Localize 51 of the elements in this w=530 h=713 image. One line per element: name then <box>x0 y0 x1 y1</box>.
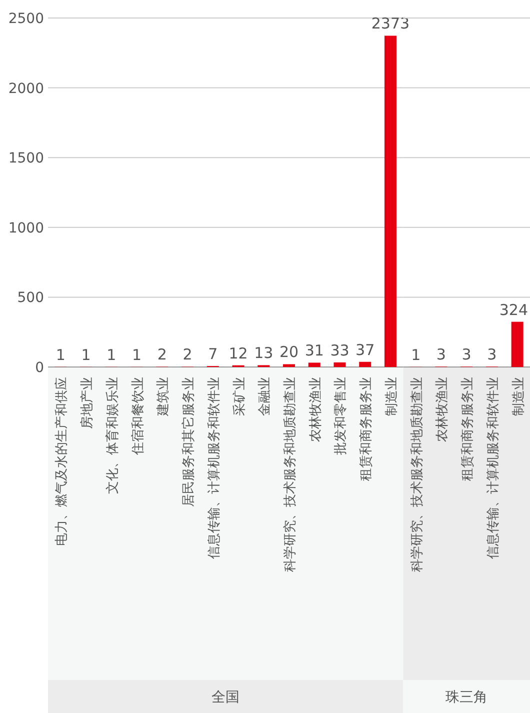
data-label: 1 <box>411 346 421 364</box>
x-tick-label: 房地产业 <box>79 377 96 429</box>
x-tick-label: 信息传输、计算机服务和软件业 <box>486 377 501 559</box>
x-tick-label: 制造业 <box>511 377 526 416</box>
x-tick-label: 文化、体育和娱乐业 <box>104 377 120 494</box>
x-tick-label: 租赁和商务服务业 <box>359 377 374 481</box>
data-label: 7 <box>208 345 218 364</box>
data-label: 12 <box>228 344 248 362</box>
x-tick-label: 金融业 <box>258 377 273 416</box>
x-axis-title: 珠三角 <box>446 690 488 706</box>
bar <box>283 364 295 367</box>
data-label: 33 <box>330 341 350 360</box>
x-tick-label: 科学研究、技术服务和地质勘查业 <box>410 377 425 572</box>
data-label: 2373 <box>371 14 410 33</box>
x-tick-label: 住宿和餐饮业 <box>130 377 146 456</box>
data-label: 13 <box>254 344 274 362</box>
x-tick-label: 居民服务和其它服务业 <box>180 377 197 507</box>
data-label: 1 <box>81 346 91 364</box>
x-tick-label: 采矿业 <box>232 377 248 416</box>
y-tick-label: 2000 <box>8 80 44 97</box>
x-tick-label: 制造业 <box>384 377 400 416</box>
data-label: 2 <box>157 346 167 364</box>
bar <box>308 362 320 367</box>
data-label: 1 <box>106 346 116 364</box>
y-tick-label: 500 <box>17 290 44 306</box>
data-label: 1 <box>56 346 66 364</box>
data-label: 2 <box>182 346 192 364</box>
x-tick-label: 租赁和商务服务业 <box>460 377 476 481</box>
x-tick-label: 建筑业 <box>156 377 172 417</box>
data-label: 31 <box>304 342 324 360</box>
data-label: 20 <box>279 343 299 362</box>
bar <box>384 36 396 367</box>
x-tick-label: 科学研究、技术服务和地质勘查业 <box>283 377 298 572</box>
x-tick-label: 批发和零售业 <box>334 377 349 455</box>
data-label: 37 <box>356 340 375 359</box>
y-tick-label: 2500 <box>8 11 44 27</box>
x-tick-label: 电力、燃气及水的生产和供应 <box>54 377 70 546</box>
data-label: 324 <box>499 300 528 319</box>
bar <box>359 362 372 367</box>
x-tick-label: 农林牧渔业 <box>308 377 324 442</box>
data-label: 1 <box>132 346 142 364</box>
y-tick-label: 0 <box>35 360 44 376</box>
x-tick-label: 信息传输、计算机服务和软件业 <box>206 377 222 559</box>
data-label: 3 <box>436 346 446 364</box>
x-tick-label: 农林牧渔业 <box>435 377 450 442</box>
data-label: 3 <box>487 346 497 364</box>
x-axis-title: 全国 <box>212 690 240 706</box>
bar <box>334 362 346 367</box>
y-tick-label: 1000 <box>8 220 44 236</box>
y-tick-label: 1500 <box>8 150 44 167</box>
data-label: 3 <box>462 346 472 364</box>
